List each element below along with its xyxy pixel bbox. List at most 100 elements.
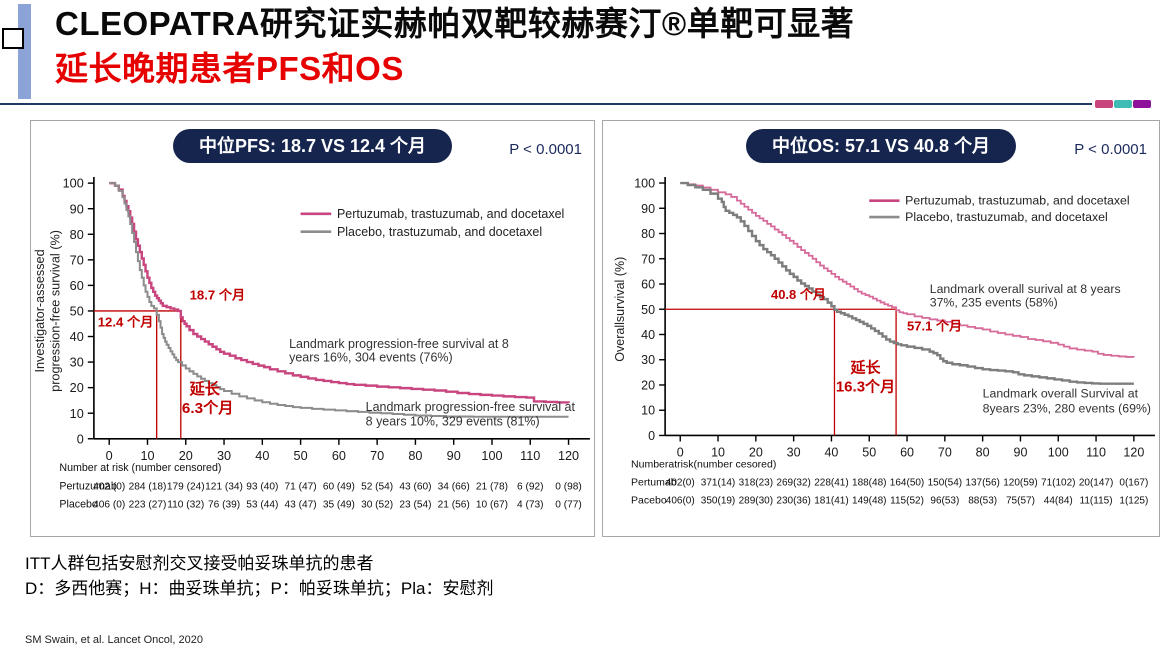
svg-text:80: 80	[70, 228, 84, 242]
svg-text:0 (77): 0 (77)	[555, 500, 581, 511]
svg-text:115(52): 115(52)	[890, 496, 924, 507]
svg-text:60: 60	[332, 449, 346, 463]
svg-text:120: 120	[558, 449, 579, 463]
svg-text:40: 40	[255, 449, 269, 463]
svg-text:406(0): 406(0)	[666, 496, 695, 507]
svg-text:10 (67): 10 (67)	[476, 500, 508, 511]
os-ylabel: Overallsurvival (%)	[613, 257, 627, 362]
svg-text:406 (0): 406 (0)	[93, 500, 125, 511]
svg-text:188(48): 188(48)	[852, 478, 886, 489]
svg-text:0: 0	[677, 446, 684, 460]
svg-text:0 (98): 0 (98)	[555, 481, 581, 492]
svg-text:Placebo: Placebo	[59, 499, 98, 511]
svg-text:60: 60	[641, 278, 655, 292]
svg-text:164(50): 164(50)	[890, 478, 924, 489]
svg-text:52 (54): 52 (54)	[361, 481, 393, 492]
svg-text:60 (49): 60 (49)	[323, 481, 355, 492]
svg-text:0: 0	[106, 449, 113, 463]
svg-text:80: 80	[408, 449, 422, 463]
svg-text:20: 20	[179, 449, 193, 463]
pfs-annotation-3: 6.3个月	[182, 399, 234, 417]
svg-text:20: 20	[641, 378, 655, 392]
pfs-annotation-7: 8 years 10%, 329 events (81%)	[366, 414, 540, 428]
svg-text:90: 90	[1013, 446, 1027, 460]
svg-text:Pertumab: Pertumab	[631, 477, 677, 489]
pfs-km-chart: 0 10 20 30 40 50 60 70 80 90 100 0 10 20 30 40 50 60 70 80 9…	[33, 177, 590, 511]
pfs-annotation-5: years 16%, 304 events (76%)	[289, 351, 453, 365]
svg-text:50: 50	[70, 305, 84, 319]
title-line-1: CLEOPATRA研究证实赫帕双靶较赫赛汀®单靶可显著	[55, 5, 855, 42]
os-panel-header: 中位OS: 57.1 VS 40.8 个月 P < 0.0001	[603, 121, 1159, 173]
accent-dash-pink	[1095, 100, 1113, 108]
os-annotation-3: 16.3个月	[836, 377, 895, 395]
os-annotation-5: 37%, 235 events (58%)	[930, 296, 1058, 310]
title-line-2: 延长晚期患者PFS和OS	[55, 50, 404, 87]
svg-text:318(23): 318(23)	[739, 478, 773, 489]
os-legend: Pertuzumab, trastuzumab, and docetaxel Pl…	[869, 194, 1130, 224]
page-title: CLEOPATRA研究证实赫帕双靶较赫赛汀®单靶可显著 延长晚期患者PFS和OS	[55, 0, 854, 91]
pfs-ylabel: Investigator-assessed	[33, 249, 47, 372]
svg-text:50: 50	[641, 303, 655, 317]
os-series-0	[680, 182, 1135, 358]
svg-text:70: 70	[938, 446, 952, 460]
os-median-lines	[665, 308, 897, 436]
os-annotation-1: 57.1 个月	[907, 319, 962, 334]
svg-text:137(56): 137(56)	[965, 478, 999, 489]
svg-text:121 (34): 121 (34)	[205, 481, 243, 492]
os-axes: 0 10 20 30 40 50 60 70 80 90 100 0 10 20 30 40 50 60 70 80 9…	[634, 177, 1155, 460]
svg-text:230(36): 230(36)	[776, 496, 810, 507]
svg-text:402 (0): 402 (0)	[93, 481, 125, 492]
pfs-risk-table: Number at risk (number censored) Pertuzum…	[59, 462, 581, 511]
svg-text:30: 30	[70, 356, 84, 370]
svg-text:40: 40	[70, 330, 84, 344]
svg-text:23 (54): 23 (54)	[399, 500, 431, 511]
svg-text:21 (56): 21 (56)	[438, 500, 470, 511]
os-risk-table: Numberatrisk(number cesored) Pertumab402(…	[631, 459, 1148, 507]
svg-text:53 (44): 53 (44)	[246, 500, 278, 511]
svg-text:50: 50	[862, 446, 876, 460]
footnote-itt: ITT人群包括安慰剂交叉接受帕妥珠单抗的患者	[25, 554, 374, 573]
svg-text:30: 30	[787, 446, 801, 460]
pfs-annotation-4: Landmark progression-free survival at 8	[289, 337, 509, 351]
pfs-annotation-1: 18.7 个月	[190, 287, 246, 302]
svg-text:80: 80	[976, 446, 990, 460]
accent-dash-purple	[1133, 100, 1151, 108]
svg-text:0: 0	[648, 429, 655, 443]
svg-text:93 (40): 93 (40)	[246, 481, 278, 492]
svg-text:Pertuzumab, trastuzumab, and d: Pertuzumab, trastuzumab, and docetaxel	[905, 194, 1130, 208]
svg-text:20(147): 20(147)	[1079, 478, 1113, 489]
svg-text:90: 90	[70, 202, 84, 216]
title-decoration-box	[2, 28, 24, 49]
os-annotation-6: Landmark overall Survival at	[983, 387, 1139, 401]
pfs-legend: Pertuzumab, trastuzumab, and docetaxel Pl…	[300, 207, 564, 239]
svg-text:44(84): 44(84)	[1044, 496, 1073, 507]
svg-text:1(125): 1(125)	[1119, 496, 1148, 507]
svg-text:71 (47): 71 (47)	[285, 481, 317, 492]
svg-text:0: 0	[77, 432, 84, 446]
pfs-chart-panel: 中位PFS: 18.7 VS 12.4 个月 P < 0.0001 0 10 20 3…	[30, 120, 595, 537]
svg-text:149(48): 149(48)	[852, 496, 886, 507]
svg-text:Pertuzumab, trastuzumab, and d: Pertuzumab, trastuzumab, and docetaxel	[337, 207, 564, 221]
svg-text:10: 10	[140, 449, 154, 463]
footnotes: ITT人群包括安慰剂交叉接受帕妥珠单抗的患者 D：多西他赛；H：曲妥珠单抗；P：…	[25, 551, 493, 601]
svg-text:30: 30	[641, 353, 655, 367]
svg-text:284 (18): 284 (18)	[129, 481, 167, 492]
svg-text:71(102): 71(102)	[1041, 478, 1075, 489]
svg-text:96(53): 96(53)	[930, 496, 959, 507]
svg-text:110: 110	[520, 449, 540, 463]
pfs-p-value: P < 0.0001	[509, 141, 582, 158]
svg-text:Pertuzumab: Pertuzumab	[59, 480, 116, 492]
svg-text:Pacebo: Pacebo	[631, 495, 667, 507]
accent-dash-teal	[1114, 100, 1132, 108]
os-annotation-2: 延长	[849, 358, 881, 376]
median-os-badge: 中位OS: 57.1 VS 40.8 个月	[745, 129, 1017, 163]
svg-text:43 (47): 43 (47)	[285, 500, 317, 511]
svg-text:35 (49): 35 (49)	[323, 500, 355, 511]
svg-text:90: 90	[447, 449, 461, 463]
svg-text:30 (52): 30 (52)	[361, 500, 393, 511]
os-annotation-0: 40.8 个月	[771, 287, 826, 302]
svg-text:50: 50	[294, 449, 308, 463]
pfs-annotation-6: Landmark progression-free survival at	[366, 400, 576, 414]
os-series-1	[680, 181, 1134, 385]
